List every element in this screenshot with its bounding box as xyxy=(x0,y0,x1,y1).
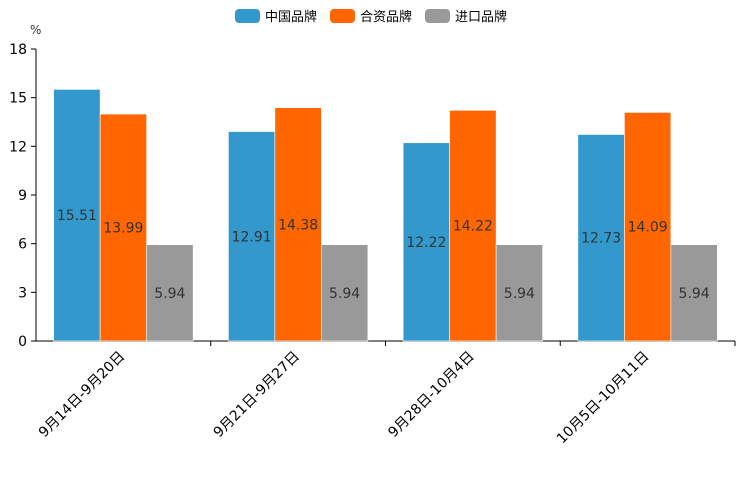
y-axis: 0 3 6 9 12 15 18 xyxy=(9,42,37,350)
bar-value-label: 12.91 xyxy=(232,229,272,245)
y-tick-label: 3 xyxy=(18,285,27,301)
x-tick-label: 9月14日-9月20日 xyxy=(36,349,128,441)
bar-2-1 xyxy=(99,113,147,342)
bar-value-label: 12.22 xyxy=(406,235,446,251)
legend-label: 中国品牌 xyxy=(265,9,317,25)
bar-1-3 xyxy=(402,142,450,342)
bar-value-label: 14.22 xyxy=(453,219,493,235)
bar-3-3 xyxy=(495,244,543,342)
legend-item-3[interactable]: 进口品牌 xyxy=(425,9,507,25)
bar-1-4 xyxy=(577,134,625,342)
bar-3-2 xyxy=(321,244,369,342)
bar-2-4 xyxy=(624,112,672,342)
legend: 中国品牌 合资品牌 进口品牌 xyxy=(235,9,507,25)
bar-value-label: 13.99 xyxy=(103,221,143,237)
bar-value-label: 5.94 xyxy=(504,286,535,302)
x-tick-label: 10月5日-10月11日 xyxy=(554,349,653,448)
y-tick-label: 18 xyxy=(9,42,27,58)
bar-value-label: 14.38 xyxy=(278,217,318,233)
bar-1-2 xyxy=(228,131,276,342)
bar-2-2 xyxy=(274,107,322,342)
legend-swatch xyxy=(425,9,450,23)
bar-value-label: 15.51 xyxy=(57,208,97,224)
bar-value-label: 14.09 xyxy=(628,220,668,236)
legend-item-1[interactable]: 中国品牌 xyxy=(235,9,317,25)
x-tick-label: 9月21日-9月27日 xyxy=(211,349,303,441)
y-axis-unit-label: % xyxy=(30,23,41,37)
bar-value-label: 12.73 xyxy=(581,231,621,247)
legend-swatch xyxy=(235,9,260,23)
bar-2-3 xyxy=(449,110,497,342)
legend-label: 合资品牌 xyxy=(360,9,412,25)
x-axis: 9月14日-9月20日 9月21日-9月27日 9月28日-10月4日 10月5日-1… xyxy=(36,340,736,448)
legend-label: 进口品牌 xyxy=(455,9,507,25)
y-tick-label: 12 xyxy=(9,139,27,155)
y-tick-label: 9 xyxy=(18,188,27,204)
bars xyxy=(53,89,718,342)
bar-value-label: 5.94 xyxy=(154,286,185,302)
legend-swatch xyxy=(330,9,355,23)
y-tick-label: 0 xyxy=(18,334,27,350)
x-tick-label: 9月28日-10月4日 xyxy=(385,349,477,441)
bar-value-label: 5.94 xyxy=(329,286,360,302)
y-tick-label: 15 xyxy=(9,91,27,107)
bar-3-1 xyxy=(146,244,194,342)
bar-3-4 xyxy=(670,244,718,342)
value-labels: 15.51 12.91 12.22 12.73 13.99 14.38 14.22 14.09… xyxy=(57,208,710,302)
bar-value-label: 5.94 xyxy=(679,286,710,302)
y-tick-label: 6 xyxy=(18,237,27,253)
bar-1-1 xyxy=(53,89,101,342)
legend-item-2[interactable]: 合资品牌 xyxy=(330,9,412,25)
